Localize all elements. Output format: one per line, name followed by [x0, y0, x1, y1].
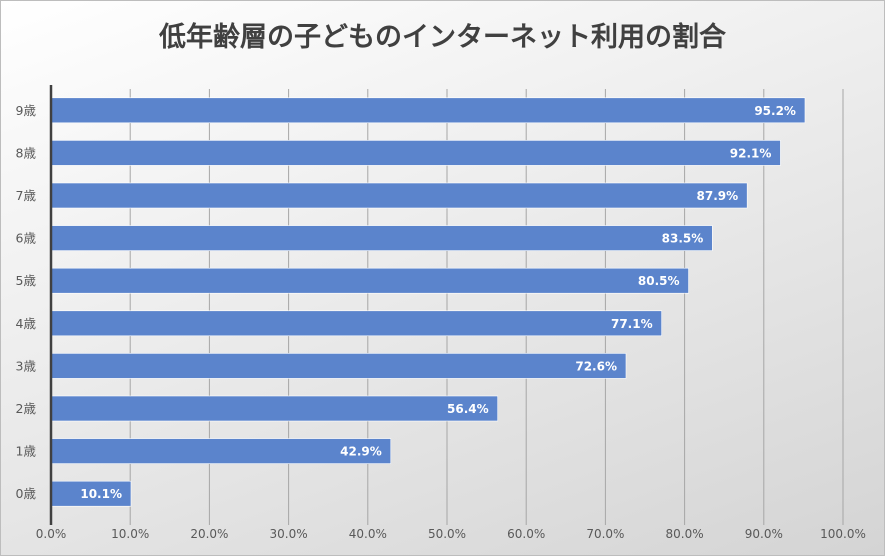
x-tick-label: 50.0%: [428, 527, 466, 541]
x-tick-label: 30.0%: [270, 527, 308, 541]
bar: [50, 182, 748, 209]
bar: [50, 97, 806, 124]
x-tick-label: 20.0%: [190, 527, 228, 541]
data-label: 56.4%: [447, 402, 489, 416]
category-label: 7歳: [16, 188, 37, 203]
data-label: 95.2%: [754, 104, 796, 118]
x-tick-label: 90.0%: [745, 527, 783, 541]
bar: [50, 225, 713, 251]
x-tick-label: 100.0%: [820, 527, 866, 541]
category-label: 3歳: [16, 358, 37, 373]
chart-title: 低年齢層の子どものインターネット利用の割合: [159, 22, 726, 53]
bar: [50, 267, 689, 294]
x-tick-label: 70.0%: [586, 527, 624, 541]
data-label: 83.5%: [662, 232, 704, 246]
x-tick-label: 80.0%: [666, 527, 704, 541]
bar: [50, 140, 781, 166]
category-label: 0歳: [16, 486, 37, 501]
bar: [50, 395, 498, 422]
x-tick-label: 0.0%: [36, 527, 67, 541]
category-label: 6歳: [16, 231, 37, 246]
data-label: 72.6%: [575, 359, 617, 373]
category-label: 4歳: [16, 316, 37, 331]
category-label: 2歳: [16, 401, 37, 416]
bar: [50, 480, 132, 507]
bar: [50, 310, 662, 337]
category-label: 9歳: [16, 103, 37, 118]
data-label: 77.1%: [611, 317, 653, 331]
category-label: 1歳: [16, 444, 37, 459]
data-label: 42.9%: [340, 445, 382, 459]
bar: [50, 353, 627, 379]
data-label: 92.1%: [730, 146, 772, 160]
data-label: 10.1%: [80, 487, 122, 501]
category-label: 5歳: [16, 273, 37, 288]
x-tick-label: 60.0%: [507, 527, 545, 541]
data-label: 87.9%: [697, 189, 739, 203]
data-label: 80.5%: [638, 274, 680, 288]
bar: [50, 438, 392, 464]
category-label: 8歳: [16, 145, 37, 160]
x-tick-label: 10.0%: [111, 527, 149, 541]
x-tick-label: 40.0%: [349, 527, 387, 541]
